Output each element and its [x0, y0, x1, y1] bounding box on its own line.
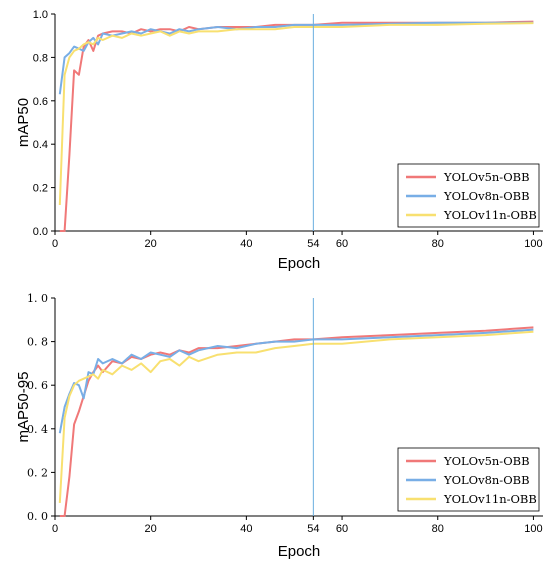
y-tick-label: 0. 0 — [27, 510, 48, 523]
legend: YOLOv5n-OBB YOLOv8n-OBB YOLOv11n-OBB — [397, 447, 540, 512]
chart-2: 0. 0 0. 2 0. 4 0. 6 0. 8 1. 0 0 20 40 54 60 80 100 Ep… — [15, 292, 543, 560]
x-tick-label: 100 — [524, 238, 542, 250]
legend-label: YOLOv5n-OBB — [443, 454, 530, 468]
y-tick-label: 0. 2 — [27, 466, 48, 479]
legend: YOLOv5n-OBB YOLOv8n-OBB YOLOv11n-OBB — [397, 163, 540, 228]
x-tick-label: 0 — [52, 523, 58, 535]
y-tick-label: 1. 0 — [27, 292, 48, 305]
y-tick-label: 0.6 — [33, 96, 48, 108]
y-tick-label: 0.0 — [33, 226, 48, 238]
legend-label: YOLOv11n-OBB — [443, 492, 537, 506]
x-tick-label: 100 — [524, 523, 542, 535]
y-tick-label: 0.4 — [33, 139, 48, 151]
x-axis-label: Epoch — [278, 255, 321, 272]
y-tick-label: 1.0 — [33, 9, 48, 21]
x-tick-label: 80 — [432, 523, 444, 535]
y-tick-label: 0. 4 — [27, 423, 48, 436]
y-tick-label: 0.2 — [33, 183, 48, 195]
x-tick-label: 60 — [336, 238, 348, 250]
x-tick-label: 54 — [307, 523, 319, 535]
chart-1: 0.0 0.2 0.4 0.6 0.8 1.0 0 20 40 54 60 80 100 Epoch mAP… — [15, 9, 543, 272]
x-tick-label: 54 — [307, 238, 319, 250]
x-axis-label: Epoch — [278, 543, 321, 560]
x-tick-label: 20 — [145, 238, 157, 250]
y-tick-label: 0. 6 — [27, 379, 48, 392]
x-tick-label: 80 — [432, 238, 444, 250]
y-tick-label: 0.8 — [33, 52, 48, 64]
y-axis-label: mAP50 — [15, 98, 32, 147]
legend-label: YOLOv8n-OBB — [443, 189, 530, 203]
legend-label: YOLOv8n-OBB — [443, 473, 530, 487]
x-tick-label: 40 — [240, 523, 252, 535]
legend-label: YOLOv11n-OBB — [443, 208, 537, 222]
x-tick-label: 60 — [336, 523, 348, 535]
y-axis-label: mAP50-95 — [15, 372, 32, 443]
x-tick-label: 40 — [240, 238, 252, 250]
x-tick-label: 0 — [52, 238, 58, 250]
legend-label: YOLOv5n-OBB — [443, 170, 530, 184]
y-tick-label: 0. 8 — [27, 336, 48, 349]
x-tick-label: 20 — [145, 523, 157, 535]
